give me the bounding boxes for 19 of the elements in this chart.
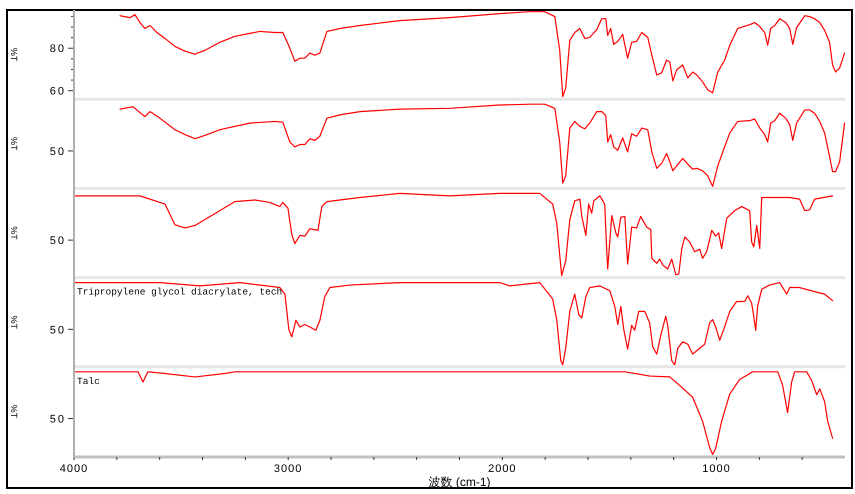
y-tick-label: 80 [50,43,66,56]
x-tick-label: 2000 [488,463,517,475]
y-axis-title: %T [9,404,19,419]
text: 50 [50,146,66,158]
y-axis-title: %T [9,48,19,62]
y-tick-label: 60 [50,86,66,98]
y-axis-title: %T [9,137,19,152]
text: 50 [50,414,66,426]
text: 50 [50,324,66,336]
x-tick-label: 3000 [274,463,302,475]
line-series [119,11,846,98]
series-label: Tripropylene glycol diacrylate, tech [77,286,282,298]
y-axis-title: %T [9,226,19,240]
y-axis-title: %T [9,315,19,330]
series-label: Talc [77,376,100,387]
x-tick-label: 4000 [60,463,88,475]
x-axis-title: 波数 (cm-1) [428,475,490,489]
text: 50 [50,235,66,248]
x-tick-label: 1000 [702,463,731,475]
